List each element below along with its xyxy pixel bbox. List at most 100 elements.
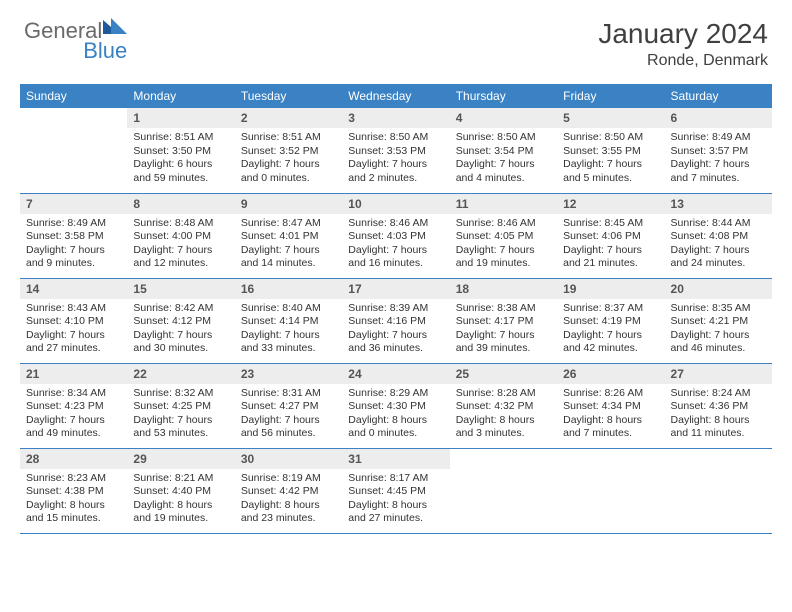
daylight-text-1: Daylight: 7 hours [456, 244, 551, 258]
calendar-cell: 19Sunrise: 8:37 AMSunset: 4:19 PMDayligh… [557, 278, 664, 363]
day-number: 18 [450, 279, 557, 299]
sunrise-text: Sunrise: 8:34 AM [26, 387, 121, 401]
day-details: Sunrise: 8:23 AMSunset: 4:38 PMDaylight:… [20, 469, 127, 531]
calendar-cell: 6Sunrise: 8:49 AMSunset: 3:57 PMDaylight… [665, 108, 772, 193]
day-number: 20 [665, 279, 772, 299]
daylight-text-2: and 59 minutes. [133, 172, 228, 186]
weekday-header: Thursday [450, 84, 557, 108]
day-number: 5 [557, 108, 664, 128]
sunrise-text: Sunrise: 8:23 AM [26, 472, 121, 486]
daylight-text-1: Daylight: 7 hours [241, 329, 336, 343]
calendar-cell: 11Sunrise: 8:46 AMSunset: 4:05 PMDayligh… [450, 193, 557, 278]
calendar-row: 14Sunrise: 8:43 AMSunset: 4:10 PMDayligh… [20, 278, 772, 363]
daylight-text-2: and 49 minutes. [26, 427, 121, 441]
day-number: 11 [450, 194, 557, 214]
day-details: Sunrise: 8:28 AMSunset: 4:32 PMDaylight:… [450, 384, 557, 446]
calendar-cell: 28Sunrise: 8:23 AMSunset: 4:38 PMDayligh… [20, 448, 127, 533]
calendar-cell: 30Sunrise: 8:19 AMSunset: 4:42 PMDayligh… [235, 448, 342, 533]
calendar-cell: 18Sunrise: 8:38 AMSunset: 4:17 PMDayligh… [450, 278, 557, 363]
sunrise-text: Sunrise: 8:31 AM [241, 387, 336, 401]
sunset-text: Sunset: 4:40 PM [133, 485, 228, 499]
calendar-cell [450, 448, 557, 533]
sunrise-text: Sunrise: 8:48 AM [133, 217, 228, 231]
daylight-text-2: and 4 minutes. [456, 172, 551, 186]
sunrise-text: Sunrise: 8:49 AM [671, 131, 766, 145]
sunset-text: Sunset: 4:19 PM [563, 315, 658, 329]
day-number-empty [450, 449, 557, 469]
day-number: 4 [450, 108, 557, 128]
daylight-text-1: Daylight: 7 hours [241, 158, 336, 172]
day-number: 24 [342, 364, 449, 384]
day-number: 16 [235, 279, 342, 299]
day-number: 25 [450, 364, 557, 384]
sunrise-text: Sunrise: 8:50 AM [563, 131, 658, 145]
day-number: 28 [20, 449, 127, 469]
day-details: Sunrise: 8:37 AMSunset: 4:19 PMDaylight:… [557, 299, 664, 361]
day-details: Sunrise: 8:31 AMSunset: 4:27 PMDaylight:… [235, 384, 342, 446]
sunrise-text: Sunrise: 8:50 AM [348, 131, 443, 145]
day-number: 21 [20, 364, 127, 384]
weekday-header: Monday [127, 84, 234, 108]
day-number: 26 [557, 364, 664, 384]
weekday-header: Tuesday [235, 84, 342, 108]
day-number: 22 [127, 364, 234, 384]
sunset-text: Sunset: 4:23 PM [26, 400, 121, 414]
daylight-text-1: Daylight: 7 hours [26, 244, 121, 258]
daylight-text-2: and 7 minutes. [671, 172, 766, 186]
sunrise-text: Sunrise: 8:39 AM [348, 302, 443, 316]
sunset-text: Sunset: 4:03 PM [348, 230, 443, 244]
sunrise-text: Sunrise: 8:49 AM [26, 217, 121, 231]
day-details: Sunrise: 8:29 AMSunset: 4:30 PMDaylight:… [342, 384, 449, 446]
day-number: 19 [557, 279, 664, 299]
daylight-text-2: and 46 minutes. [671, 342, 766, 356]
sunset-text: Sunset: 4:36 PM [671, 400, 766, 414]
calendar-row: 21Sunrise: 8:34 AMSunset: 4:23 PMDayligh… [20, 363, 772, 448]
day-number: 6 [665, 108, 772, 128]
day-details: Sunrise: 8:21 AMSunset: 4:40 PMDaylight:… [127, 469, 234, 531]
logo-word-blue: Blue [83, 38, 127, 64]
sunset-text: Sunset: 4:34 PM [563, 400, 658, 414]
calendar-cell: 1Sunrise: 8:51 AMSunset: 3:50 PMDaylight… [127, 108, 234, 193]
daylight-text-1: Daylight: 7 hours [348, 329, 443, 343]
daylight-text-1: Daylight: 7 hours [133, 329, 228, 343]
daylight-text-1: Daylight: 8 hours [348, 414, 443, 428]
daylight-text-1: Daylight: 7 hours [563, 244, 658, 258]
calendar-cell: 12Sunrise: 8:45 AMSunset: 4:06 PMDayligh… [557, 193, 664, 278]
calendar-cell: 17Sunrise: 8:39 AMSunset: 4:16 PMDayligh… [342, 278, 449, 363]
calendar-cell: 15Sunrise: 8:42 AMSunset: 4:12 PMDayligh… [127, 278, 234, 363]
sunset-text: Sunset: 4:17 PM [456, 315, 551, 329]
day-number-empty [665, 449, 772, 469]
sunset-text: Sunset: 4:42 PM [241, 485, 336, 499]
daylight-text-2: and 5 minutes. [563, 172, 658, 186]
sunset-text: Sunset: 4:32 PM [456, 400, 551, 414]
title-block: January 2024 Ronde, Denmark [598, 18, 768, 70]
sunrise-text: Sunrise: 8:37 AM [563, 302, 658, 316]
day-details: Sunrise: 8:38 AMSunset: 4:17 PMDaylight:… [450, 299, 557, 361]
daylight-text-1: Daylight: 7 hours [241, 414, 336, 428]
day-number: 29 [127, 449, 234, 469]
daylight-text-2: and 21 minutes. [563, 257, 658, 271]
day-details: Sunrise: 8:39 AMSunset: 4:16 PMDaylight:… [342, 299, 449, 361]
daylight-text-1: Daylight: 7 hours [671, 244, 766, 258]
day-details: Sunrise: 8:51 AMSunset: 3:52 PMDaylight:… [235, 128, 342, 190]
calendar-cell: 13Sunrise: 8:44 AMSunset: 4:08 PMDayligh… [665, 193, 772, 278]
page-header: GeneralBlue January 2024 Ronde, Denmark [0, 0, 792, 78]
sunset-text: Sunset: 3:58 PM [26, 230, 121, 244]
day-number: 14 [20, 279, 127, 299]
day-number: 17 [342, 279, 449, 299]
calendar-row: 28Sunrise: 8:23 AMSunset: 4:38 PMDayligh… [20, 448, 772, 533]
day-number: 31 [342, 449, 449, 469]
sunrise-text: Sunrise: 8:26 AM [563, 387, 658, 401]
sunset-text: Sunset: 4:12 PM [133, 315, 228, 329]
sunset-text: Sunset: 4:10 PM [26, 315, 121, 329]
day-number: 27 [665, 364, 772, 384]
calendar-cell: 29Sunrise: 8:21 AMSunset: 4:40 PMDayligh… [127, 448, 234, 533]
sunset-text: Sunset: 4:16 PM [348, 315, 443, 329]
daylight-text-1: Daylight: 7 hours [348, 244, 443, 258]
weekday-header: Saturday [665, 84, 772, 108]
calendar-cell: 5Sunrise: 8:50 AMSunset: 3:55 PMDaylight… [557, 108, 664, 193]
daylight-text-1: Daylight: 7 hours [26, 414, 121, 428]
location-label: Ronde, Denmark [598, 52, 768, 70]
sunset-text: Sunset: 4:01 PM [241, 230, 336, 244]
daylight-text-1: Daylight: 8 hours [671, 414, 766, 428]
